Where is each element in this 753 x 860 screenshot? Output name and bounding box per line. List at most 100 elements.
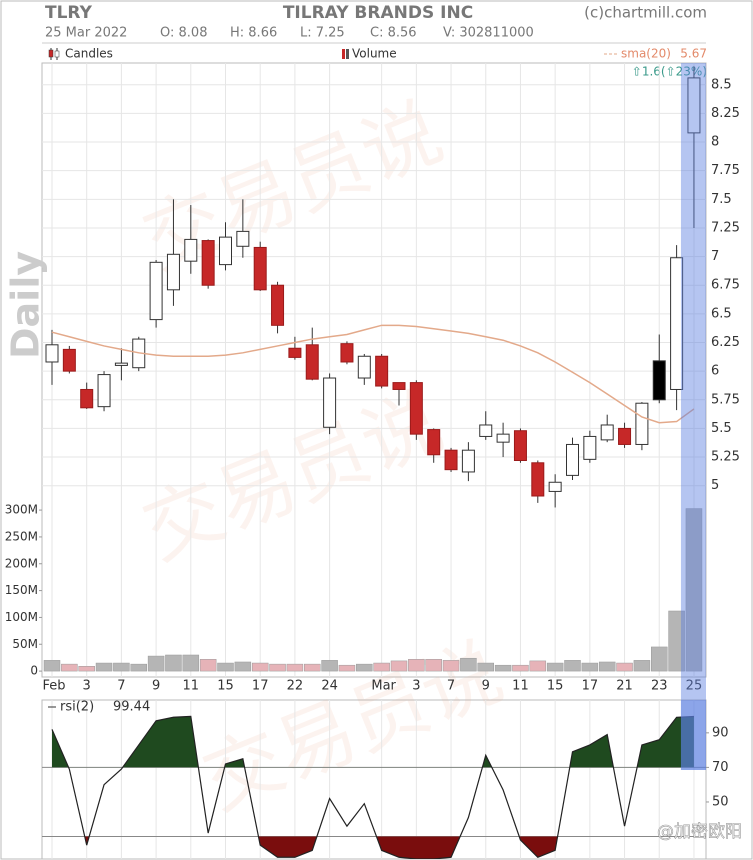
candle-body [114,362,128,366]
candle-body [600,424,614,441]
volume-bar [581,662,599,672]
y2-tick-label: 50M [12,637,38,651]
rsi-oversold-fill [52,836,694,859]
volume-bar [494,664,512,672]
volume-bar [199,659,217,672]
x-tick-label: 7 [447,679,455,694]
rsi-panel [41,699,707,860]
volume-bar [442,660,460,672]
volume-bar [651,646,668,672]
quote: C: 8.56 [370,26,417,41]
volume-bar [668,610,685,672]
x-tick-label: 23 [651,679,668,694]
candle-body [62,348,76,372]
date: 25 Mar 2022 [45,26,127,41]
volume-bar [113,662,130,672]
volume-bar [616,662,633,672]
candle-body [548,481,562,492]
candle-body [670,257,684,390]
candle-body [97,374,111,408]
candle-body [635,402,649,445]
quote: H: 8.66 [230,26,277,41]
y-tick-label: 5.5 [711,421,732,436]
y-tick-label: 7 [711,249,719,264]
legend-candles: Candles [48,47,113,61]
volume-bar [147,655,165,672]
legend-label: Candles [65,47,113,61]
y2-tick-label: 200M [5,556,38,570]
volume-bar [460,657,477,672]
y2-tick-label: 150M [5,583,38,597]
y-tick-label: 5.25 [711,450,740,465]
volume-bar [512,664,529,672]
volume-bar [546,662,564,672]
volume-bar [304,663,321,672]
marks: rsi(2) 99.44 [43,66,703,859]
change: ⇧1.6(⇧23%) [632,65,707,79]
y2-tick-label: 300M [5,503,38,517]
x-tick-label: 15 [217,679,234,694]
x-tick-label: 24 [321,679,338,694]
volume-bar [477,662,494,672]
volume-bar [269,663,286,672]
candle-body [583,435,597,460]
y-tick-label: 7.75 [711,163,740,178]
candle-body [652,360,666,401]
candle-body [166,253,180,291]
volume-bar [182,654,200,672]
volume-bar [356,663,373,672]
y-tick-label: 5.75 [711,392,740,407]
candle-body [45,344,59,363]
legend-label: rsi(2) [60,700,94,715]
candle-body [201,240,215,286]
y-tick-label: 50 [712,794,729,809]
volume-bar [130,663,147,672]
y-tick-label: 7.25 [711,220,740,235]
x-tick-label: 17 [582,679,599,694]
rsi-line [51,715,694,859]
x-tick-label: 21 [616,679,633,694]
x-tick-label: Mar [371,679,396,694]
y2-tick-label: 250M [5,529,38,543]
candle-body [271,284,285,326]
candle-body [219,236,232,266]
rsi-fill-group [51,715,694,859]
volume-bar [338,664,356,672]
candle-body [566,443,579,476]
x-tick-label: 3 [83,679,91,694]
period: Daily [4,251,48,359]
candle-body [618,427,632,445]
y-tick-label: 6.25 [711,335,740,350]
x-tick-label: 11 [183,679,200,694]
volume-bar [408,659,425,672]
candle-body [288,347,302,358]
volume-bar [234,661,252,672]
candle-body [687,77,701,134]
volume-bar [95,662,113,672]
volume-bar [529,660,547,672]
volume-bar [61,663,78,672]
candle-body [184,238,198,262]
candle-body [375,355,389,387]
candle-body [496,433,510,443]
rsi-overbought-fill [52,716,694,768]
y2-tick-label: 100M [5,610,38,624]
volume-bar [685,508,703,672]
source: (c)chartmill.com [584,4,707,22]
y-tick-label: 8 [711,135,719,150]
candle-body [323,377,337,428]
x-tick-label: 11 [512,679,529,694]
candle-body [236,230,250,247]
candle-body [149,261,163,321]
candle-body [513,430,527,461]
candle-body [409,382,423,435]
y-tick-label: 7.5 [711,192,732,207]
sma-line [51,324,695,424]
candle-body [427,429,441,456]
x-tick-label: 9 [152,679,160,694]
quote: L: 7.25 [300,26,345,41]
x-tick-label: 22 [287,679,304,694]
candle-body [392,382,406,390]
volume-bar [373,662,390,672]
candle-body [531,462,545,497]
